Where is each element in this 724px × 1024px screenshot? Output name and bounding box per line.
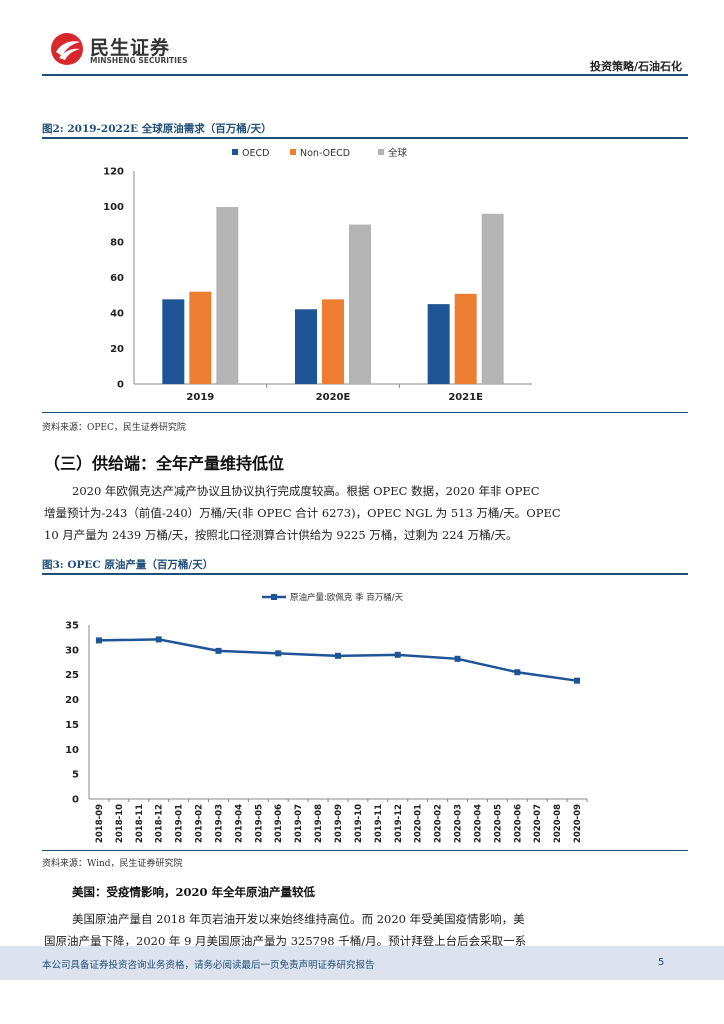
x-tick-label: 2019-07 bbox=[294, 804, 304, 843]
data-point-2020-03 bbox=[454, 655, 461, 662]
figure2-title: 图2: 2019-2022E 全球原油需求（百万桶/天） bbox=[42, 123, 272, 135]
x-tick-label: 2019-11 bbox=[374, 804, 384, 843]
figure2-divider bbox=[42, 137, 688, 139]
paragraph-line: 增量预计为-243（前值-240）万桶/天(非 OPEC 合计 6273)，OP… bbox=[44, 506, 561, 520]
x-tick-label: 2019-03 bbox=[214, 804, 224, 843]
y-tick-label: 60 bbox=[110, 273, 124, 284]
x-tick-label: 2019-12 bbox=[394, 804, 404, 843]
bar-nonoecd-2019 bbox=[189, 291, 212, 384]
x-tick-label: 2020-04 bbox=[473, 804, 483, 843]
header-divider bbox=[42, 74, 688, 76]
x-tick-label: 2020-05 bbox=[493, 804, 503, 843]
legend-swatch bbox=[232, 149, 238, 155]
x-tick-label: 2019-09 bbox=[334, 804, 344, 843]
brand-name: 民生证券 bbox=[90, 37, 171, 59]
page-number: 5 bbox=[658, 957, 665, 968]
x-tick-label: 2019-04 bbox=[234, 804, 244, 843]
x-tick-label: 2020-01 bbox=[414, 804, 424, 843]
x-tick-label: 2020-09 bbox=[573, 804, 583, 843]
figure2-bottom-divider bbox=[42, 412, 688, 413]
x-tick-label: 2020-03 bbox=[454, 804, 464, 843]
paragraph-line: 国原油产量下降，2020 年 9 月美国原油产量为 325798 千桶/月。预计… bbox=[44, 934, 527, 948]
legend-swatch bbox=[290, 149, 296, 155]
y-tick-label: 20 bbox=[65, 695, 79, 706]
bar-chart: OECD Non-OECD 全球 0 20 40 60 80 100 120 2019 2020E 20… bbox=[103, 147, 532, 403]
x-tick-label: 2019-02 bbox=[195, 804, 205, 843]
figure3-title: 图3: OPEC 原油产量（百万桶/天） bbox=[42, 559, 214, 571]
x-tick-label: 2018-09 bbox=[95, 804, 105, 843]
bar-oecd-2020E bbox=[295, 309, 317, 384]
data-point-2020-06 bbox=[514, 669, 521, 676]
y-tick-label: 0 bbox=[117, 380, 124, 391]
x-tick-label: 2018-11 bbox=[135, 804, 145, 843]
x-tick-label: 2020-02 bbox=[434, 804, 444, 843]
y-tick-label: 10 bbox=[65, 745, 79, 756]
y-tick-label: 5 bbox=[72, 770, 79, 781]
figure3-divider bbox=[42, 573, 688, 575]
data-point-2018-12 bbox=[155, 636, 162, 643]
x-tick-label: 2019-05 bbox=[254, 804, 264, 843]
x-tick-label: 2020-06 bbox=[513, 804, 523, 843]
us-subheading: 美国：受疫情影响，2020 年全年原油产量较低 bbox=[72, 885, 316, 899]
y-tick-label: 15 bbox=[65, 720, 79, 731]
x-tick-label: 2019-01 bbox=[175, 804, 185, 843]
paragraph-line: 美国原油产量自 2018 年页岩油开发以来始终维持高位。而 2020 年受美国疫… bbox=[72, 912, 525, 926]
legend-label: Non-OECD bbox=[300, 148, 350, 159]
legend-label: OECD bbox=[242, 148, 269, 159]
bar--2020E bbox=[349, 224, 371, 384]
data-point-2019-12 bbox=[394, 651, 401, 658]
y-tick-label: 25 bbox=[65, 670, 79, 681]
legend-label: 原油产量:欧佩克 季 百万桶/天 bbox=[290, 592, 404, 603]
x-tick-label: 2018-12 bbox=[155, 804, 165, 843]
x-tick-label: 2019-08 bbox=[314, 804, 324, 843]
legend-marker bbox=[271, 594, 277, 600]
figure2-source: 资料来源：OPEC，民生证券研究院 bbox=[42, 423, 186, 433]
x-tick-label: 2021E bbox=[448, 392, 483, 403]
brand-name-en: MINSHENG SECURITIES bbox=[90, 56, 188, 65]
bar-nonoecd-2020E bbox=[322, 299, 344, 384]
series-line bbox=[98, 638, 578, 682]
bar-oecd-2021E bbox=[427, 304, 450, 384]
x-tick-label: 2019-10 bbox=[354, 804, 364, 843]
data-point-2019-03 bbox=[215, 647, 222, 654]
brand-logo-icon bbox=[51, 33, 83, 65]
x-tick-label: 2020-08 bbox=[553, 804, 563, 843]
figure3-source: 资料来源：Wind，民生证券研究院 bbox=[42, 859, 183, 869]
figure3-bottom-divider bbox=[42, 850, 688, 851]
bar--2019 bbox=[216, 207, 239, 384]
bar-nonoecd-2021E bbox=[454, 293, 477, 384]
legend-swatch bbox=[378, 149, 384, 155]
y-tick-label: 80 bbox=[110, 238, 124, 249]
line-chart: 原油产量:欧佩克 季 百万桶/天 0 5 10 15 20 25 30 35 2018-09 201… bbox=[65, 592, 588, 843]
y-tick-label: 120 bbox=[103, 167, 124, 178]
paragraph-line: 2020 年欧佩克达产减产协议且协议执行完成度较高。根据 OPEC 数据，202… bbox=[72, 484, 540, 498]
data-point-2020-09 bbox=[574, 677, 581, 684]
section-title: （三）供给端：全年产量维持低位 bbox=[44, 454, 285, 473]
footer-bar bbox=[0, 946, 724, 980]
y-tick-label: 40 bbox=[110, 309, 124, 320]
y-tick-label: 30 bbox=[65, 645, 79, 656]
footer-disclaimer: 本公司具备证券投资咨询业务资格，请务必阅读最后一页免责声明证券研究报告 bbox=[42, 960, 375, 971]
x-tick-label: 2020-07 bbox=[533, 804, 543, 843]
y-tick-label: 35 bbox=[65, 621, 79, 632]
bar-oecd-2019 bbox=[162, 299, 185, 384]
x-tick-label: 2019 bbox=[186, 392, 214, 403]
bar--2021E bbox=[481, 213, 504, 384]
y-tick-label: 100 bbox=[103, 202, 124, 213]
paragraph-line: 10 月产量为 2439 万桶/天，按照北口径测算合计供给为 9225 万桶，过… bbox=[44, 528, 518, 542]
report-category: 投资策略/石油石化 bbox=[589, 60, 682, 73]
y-tick-label: 20 bbox=[110, 344, 124, 355]
x-tick-label: 2019-06 bbox=[274, 804, 284, 843]
x-tick-label: 2020E bbox=[316, 392, 351, 403]
y-tick-label: 0 bbox=[72, 795, 79, 806]
legend-label: 全球 bbox=[388, 147, 408, 159]
data-point-2018-09 bbox=[95, 637, 102, 644]
data-point-2019-06 bbox=[275, 650, 282, 657]
data-point-2019-09 bbox=[335, 652, 341, 659]
x-tick-label: 2018-10 bbox=[115, 804, 125, 843]
